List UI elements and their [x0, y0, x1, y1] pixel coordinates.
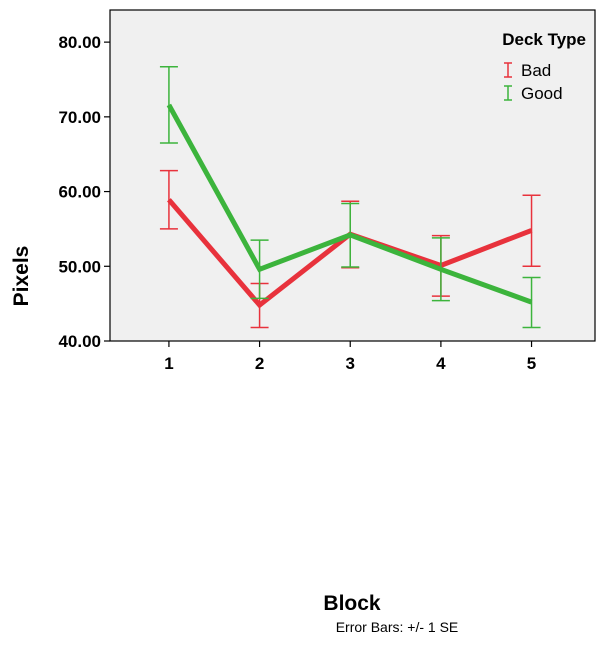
x-tick-label: 1 — [164, 354, 173, 373]
axis-layer: 40.00 50.00 60.00 70.00 80.00 1 2 3 4 5 — [58, 33, 536, 373]
legend-item-good: Good — [504, 84, 563, 103]
y-tick-label: 50.00 — [58, 257, 101, 276]
y-tick-label: 80.00 — [58, 33, 101, 52]
legend-item-bad: Bad — [504, 61, 551, 80]
x-axis-title: Block — [323, 592, 381, 615]
error-bar-footnote: Error Bars: +/- 1 SE — [336, 619, 459, 635]
legend-label-good: Good — [521, 84, 563, 103]
y-tick-label: 40.00 — [58, 332, 101, 351]
legend: Deck Type Bad Good — [502, 30, 586, 103]
series-layer — [159, 66, 541, 329]
series-line-good — [166, 103, 533, 305]
x-tick-label: 2 — [255, 354, 264, 373]
plot-area — [109, 9, 596, 342]
y-axis-title: Pixels — [10, 246, 33, 307]
x-tick-label: 5 — [527, 354, 536, 373]
legend-title: Deck Type — [502, 30, 586, 49]
error-bar-good — [522, 276, 541, 329]
y-tick-label: 70.00 — [58, 108, 101, 127]
x-tick-label: 4 — [436, 354, 446, 373]
x-tick-label: 3 — [345, 354, 354, 373]
legend-label-bad: Bad — [521, 61, 551, 80]
y-tick-label: 60.00 — [58, 183, 101, 202]
